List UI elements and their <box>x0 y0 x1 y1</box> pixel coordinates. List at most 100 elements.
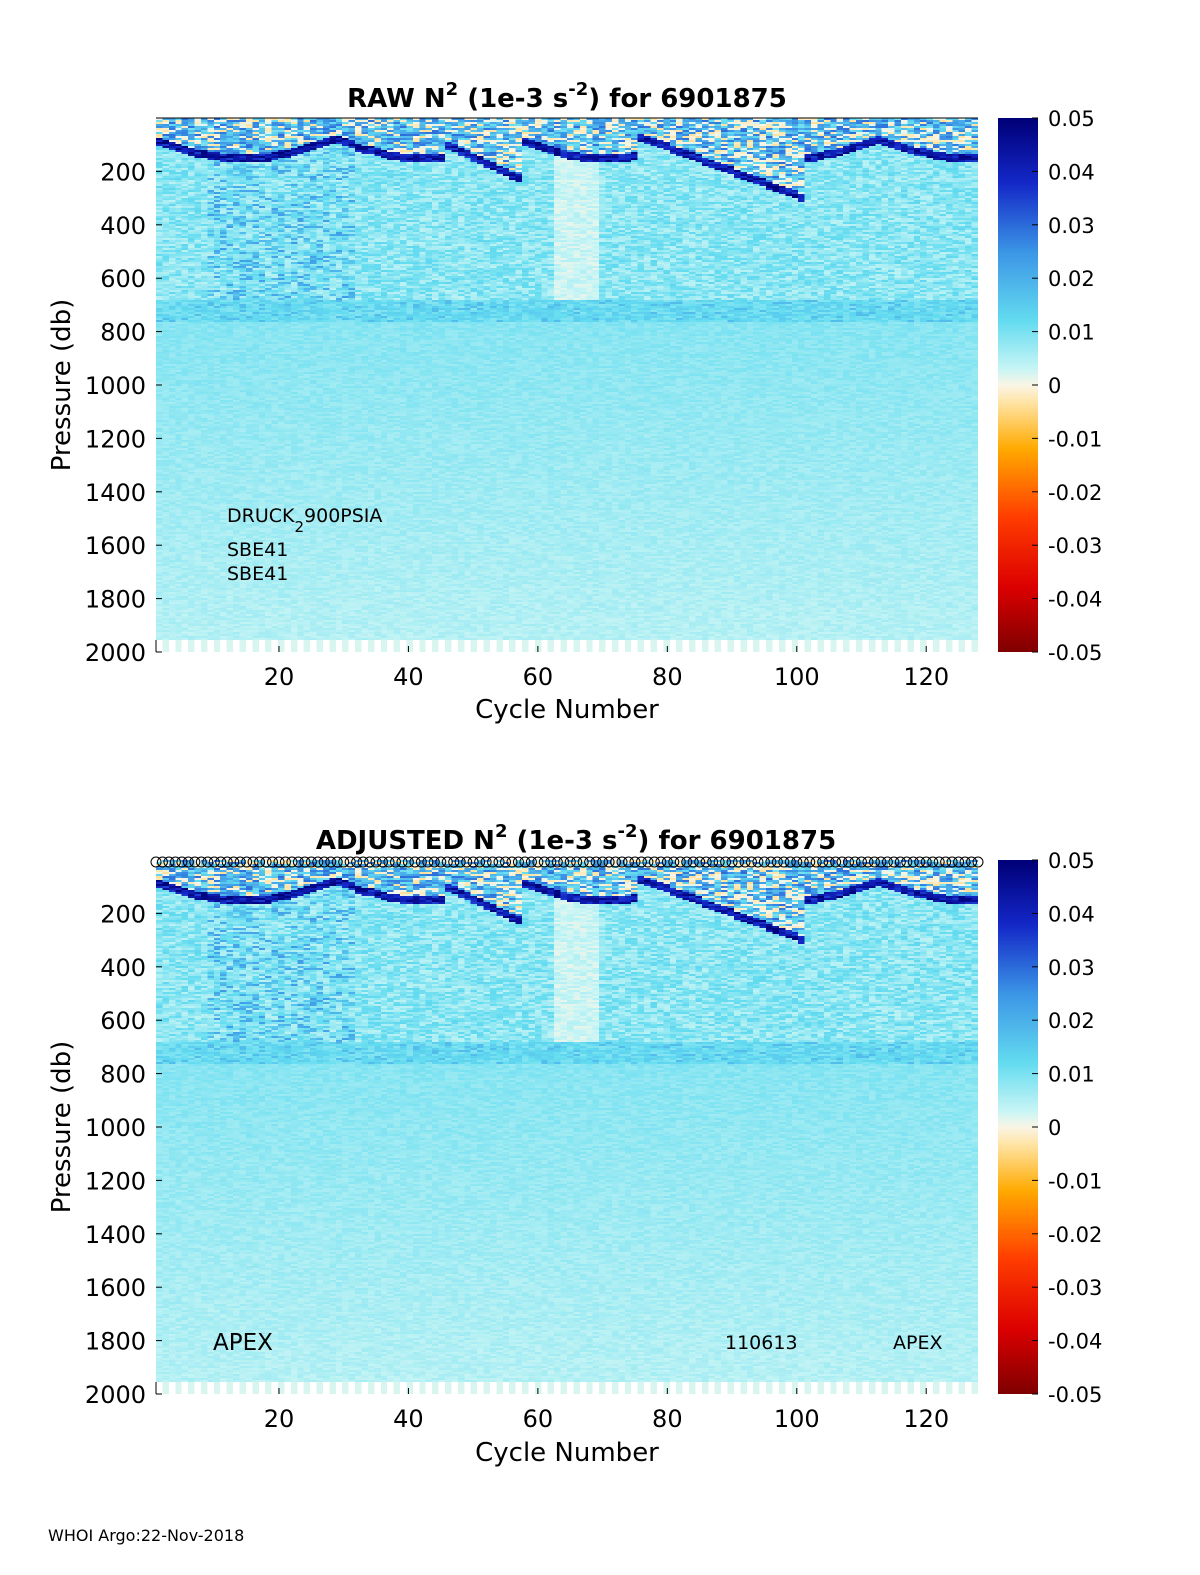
qc-marker <box>914 856 926 868</box>
raw-x-tick-label: 100 <box>774 663 820 691</box>
qc-marker <box>370 856 382 868</box>
qc-marker <box>603 856 615 868</box>
qc-marker <box>493 856 505 868</box>
adjusted-x-tick-label: 120 <box>903 1405 949 1433</box>
qc-marker <box>804 856 816 868</box>
qc-marker <box>771 856 783 868</box>
raw-colorbar-tick-label: -0.05 <box>1048 641 1102 665</box>
adjusted-axes: ADJUSTED N2 (1e-3 s-2) for 6901875 20040… <box>47 821 1102 1468</box>
qc-marker <box>364 856 376 868</box>
qc-marker <box>668 856 680 868</box>
qc-marker <box>202 856 214 868</box>
raw-ctd-label-2: SBE41 <box>227 563 288 585</box>
raw-x-tick-label: 20 <box>264 663 295 691</box>
qc-marker <box>267 856 279 868</box>
qc-marker <box>622 856 634 868</box>
raw-x-tick-label: 60 <box>523 663 554 691</box>
adjusted-y-tick-label: 1600 <box>85 1274 146 1302</box>
qc-marker <box>616 856 628 868</box>
qc-marker <box>519 856 531 868</box>
adjusted-colorbar-tick-label: -0.05 <box>1048 1383 1102 1407</box>
qc-marker <box>642 856 654 868</box>
qc-marker <box>694 856 706 868</box>
raw-colorbar-tick-label: 0.02 <box>1048 267 1095 291</box>
raw-y-tick-label: 1400 <box>85 479 146 507</box>
qc-marker <box>428 856 440 868</box>
qc-marker <box>758 856 770 868</box>
adjusted-x-tick-label: 100 <box>774 1405 820 1433</box>
qc-marker <box>487 856 499 868</box>
qc-marker <box>195 856 207 868</box>
raw-y-tick-label: 2000 <box>85 639 146 667</box>
raw-y-tick-label: 1800 <box>85 586 146 614</box>
adjusted-ylabel: Pressure (db) <box>47 1041 77 1214</box>
adjusted-y-tick-label: 1800 <box>85 1328 146 1356</box>
adjusted-x-ticks: 20 40 60 80 100 120 <box>264 1388 949 1433</box>
qc-marker <box>687 856 699 868</box>
qc-marker <box>635 856 647 868</box>
adjusted-y-tick-label: 800 <box>100 1061 146 1089</box>
qc-marker <box>610 856 622 868</box>
qc-marker <box>920 856 932 868</box>
raw-y-tick-label: 1000 <box>85 372 146 400</box>
adjusted-float-id-label: 110613 <box>725 1332 798 1354</box>
adjusted-y-tick-label: 2000 <box>85 1381 146 1409</box>
qc-marker <box>545 856 557 868</box>
qc-marker <box>279 856 291 868</box>
qc-marker <box>862 856 874 868</box>
qc-marker <box>849 856 861 868</box>
qc-marker <box>558 856 570 868</box>
qc-marker <box>525 856 537 868</box>
qc-marker <box>752 856 764 868</box>
qc-marker <box>933 856 945 868</box>
qc-marker <box>208 856 220 868</box>
qc-marker <box>629 856 641 868</box>
adjusted-y-tick-label: 1000 <box>85 1114 146 1142</box>
qc-marker <box>888 856 900 868</box>
qc-marker <box>707 856 719 868</box>
raw-y-tick-label: 400 <box>100 212 146 240</box>
raw-title: RAW N2 (1e-3 s-2) for 6901875 <box>347 79 787 114</box>
footer-credit: WHOI Argo:22-Nov-2018 <box>48 1526 245 1545</box>
qc-marker <box>590 856 602 868</box>
qc-marker <box>254 856 266 868</box>
qc-marker <box>868 856 880 868</box>
qc-marker <box>377 856 389 868</box>
raw-ctd-label-1: SBE41 <box>227 539 288 561</box>
qc-marker <box>532 856 544 868</box>
qc-marker <box>305 856 317 868</box>
adjusted-y-tick-label: 600 <box>100 1007 146 1035</box>
qc-marker <box>228 856 240 868</box>
qc-marker <box>745 856 757 868</box>
qc-marker <box>791 856 803 868</box>
adjusted-colorbar-tick-label: 0.01 <box>1048 1063 1095 1087</box>
qc-marker <box>435 856 447 868</box>
qc-marker <box>571 856 583 868</box>
raw-y-tick-label: 200 <box>100 158 146 186</box>
adjusted-colorbar-tick-label: 0.03 <box>1048 956 1095 980</box>
qc-marker <box>894 856 906 868</box>
qc-marker <box>512 856 524 868</box>
qc-marker <box>577 856 589 868</box>
qc-marker <box>966 856 978 868</box>
qc-marker <box>234 856 246 868</box>
qc-marker <box>247 856 259 868</box>
qc-marker <box>292 856 304 868</box>
qc-marker <box>156 856 168 868</box>
qc-marker <box>441 856 453 868</box>
qc-marker <box>720 856 732 868</box>
qc-marker <box>655 856 667 868</box>
adjusted-y-ticks: 200 400 600 800 1000 1200 1400 1600 1800 2000 <box>85 900 162 1409</box>
qc-marker <box>169 856 181 868</box>
raw-x-tick-label: 40 <box>393 663 424 691</box>
qc-marker <box>150 856 162 868</box>
raw-xlabel: Cycle Number <box>475 695 659 725</box>
qc-marker <box>163 856 175 868</box>
qc-marker <box>454 856 466 868</box>
qc-marker <box>241 856 253 868</box>
qc-marker <box>681 856 693 868</box>
qc-marker <box>338 856 350 868</box>
raw-y-ticks: 200 400 600 800 1000 1200 1400 1600 1800 2000 <box>85 158 162 667</box>
adjusted-heatmap <box>156 860 978 1394</box>
qc-marker <box>855 856 867 868</box>
